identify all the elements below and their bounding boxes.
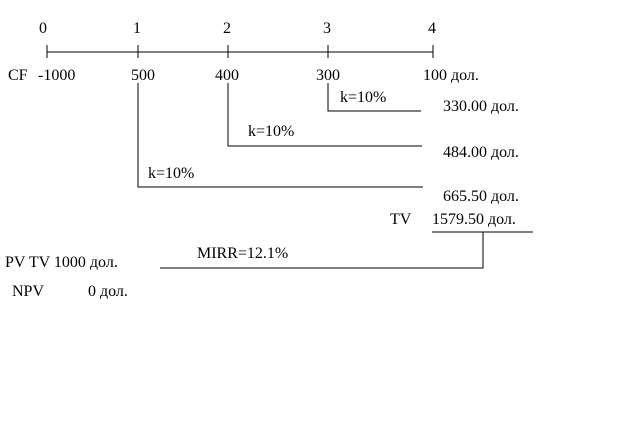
future-value: 484.00 дол. [443, 144, 519, 161]
discount-line [160, 232, 484, 269]
npv-value: 0 дол. [88, 283, 128, 300]
cash-flow: 400 [215, 67, 239, 84]
cash-flow: -1000 [38, 67, 75, 84]
cash-flow: 300 [316, 67, 340, 84]
cash-flow: 500 [131, 67, 155, 84]
compounding-line [137, 83, 423, 188]
tv-label: TV [390, 211, 412, 228]
compounding-line [327, 83, 421, 112]
future-value: 665.50 дол. [443, 188, 519, 205]
rate-label: k=10% [148, 165, 194, 182]
pv-tv: PV TV 1000 дол. [5, 254, 118, 271]
rate-label: k=10% [340, 89, 386, 106]
cash-flow: 100 дол. [423, 67, 479, 84]
mirr-label: MIRR=12.1% [197, 245, 288, 262]
future-value: 330.00 дол. [443, 98, 519, 115]
period-label: 4 [428, 20, 436, 37]
period-label: 2 [223, 20, 231, 37]
period-label: 0 [39, 20, 47, 37]
tv-value: 1579.50 дол. [432, 211, 516, 228]
npv-label: NPV [12, 283, 44, 300]
rate-label: k=10% [248, 123, 294, 140]
period-label: 3 [323, 20, 331, 37]
cash-flow-label: CF [8, 67, 28, 84]
compounding-line [227, 83, 422, 147]
period-label: 1 [133, 20, 141, 37]
